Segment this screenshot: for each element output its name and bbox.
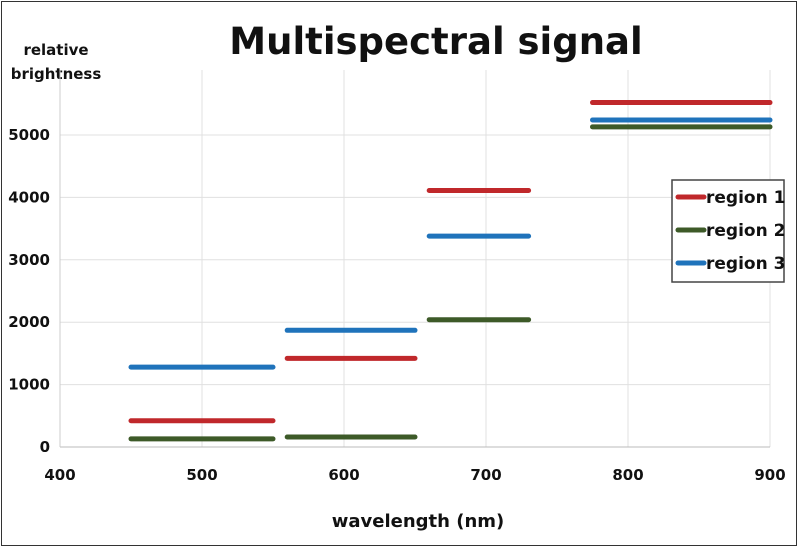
x-tick-label: 400	[44, 466, 75, 484]
x-tick-label: 500	[186, 466, 217, 484]
y-tick-label: 1000	[8, 376, 50, 394]
y-tick-label: 5000	[8, 126, 50, 144]
chart-title: Multispectral signal	[229, 20, 642, 63]
y-axis-label-line1: relative	[23, 41, 88, 59]
x-tick-label: 800	[612, 466, 643, 484]
y-tick-label: 3000	[8, 251, 50, 269]
legend-label: region 1	[706, 188, 785, 208]
legend-label: region 3	[706, 254, 785, 274]
y-axis-label-line2: brightness	[11, 65, 102, 83]
y-tick-label: 2000	[8, 313, 50, 331]
legend-label: region 2	[706, 221, 785, 241]
x-tick-label: 900	[754, 466, 785, 484]
x-tick-label: 700	[470, 466, 501, 484]
x-axis-label: wavelength (nm)	[332, 511, 505, 532]
y-tick-label: 0	[40, 438, 50, 456]
x-tick-label: 600	[328, 466, 359, 484]
y-tick-label: 4000	[8, 188, 50, 206]
